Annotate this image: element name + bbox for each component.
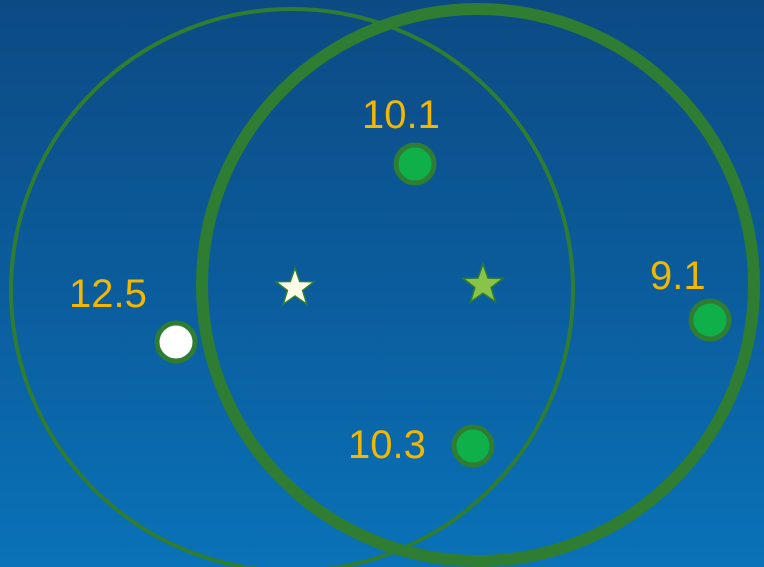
label-left: 12.5 — [69, 272, 147, 316]
thick-circle — [196, 3, 760, 567]
label-right: 9.1 — [650, 254, 706, 298]
thin-circle — [9, 7, 575, 567]
label-top: 10.1 — [362, 93, 440, 137]
point-right — [688, 298, 732, 342]
star-center-right — [460, 261, 506, 304]
star-center-left — [273, 265, 317, 307]
point-left — [154, 320, 198, 364]
point-bottom — [451, 424, 495, 468]
label-bottom: 10.3 — [348, 423, 426, 467]
point-top — [393, 142, 437, 186]
